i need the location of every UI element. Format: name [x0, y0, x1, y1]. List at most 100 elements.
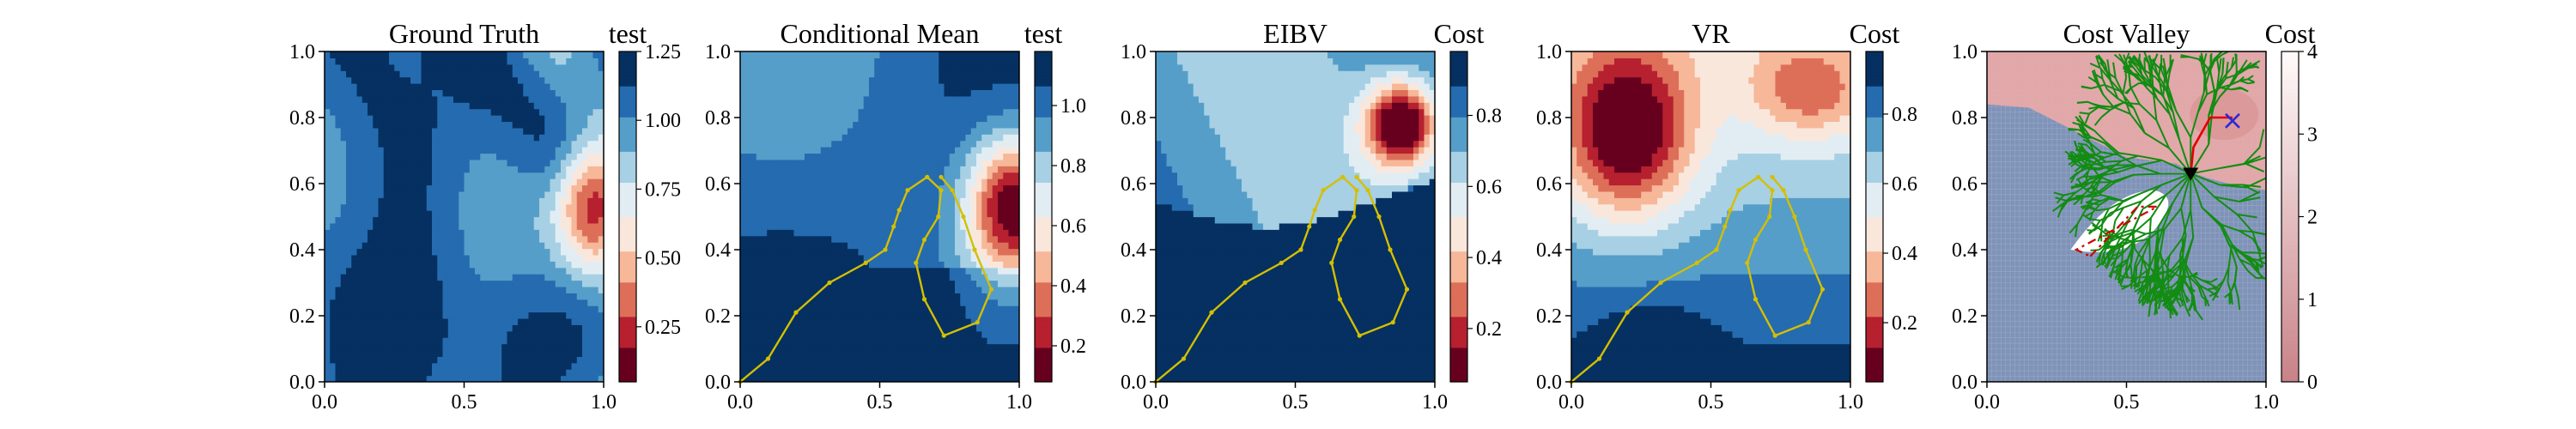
colorbar-tick-label: 1.0: [1060, 95, 1086, 118]
y-tick-label: 0.6: [705, 173, 731, 196]
colorbar-tick-label: 0.75: [645, 178, 681, 201]
y-tick-label: 0.4: [1121, 239, 1146, 262]
current-location-marker: [2183, 167, 2199, 181]
waypoint: [1181, 356, 1187, 361]
y-tick-label: 0.6: [289, 173, 315, 196]
obstacle-hull: [2074, 205, 2158, 258]
waypoint: [914, 260, 919, 265]
waypoint: [1312, 208, 1317, 213]
y-tick-label: 0.6: [1121, 173, 1146, 196]
x-tick-label: 1.0: [591, 391, 617, 414]
cost-peak: [2190, 88, 2259, 141]
y-tick-label: 0.8: [289, 107, 315, 130]
colorbar-label: Cost: [1434, 18, 1485, 49]
waypoint: [1242, 280, 1248, 286]
waypoint: [1625, 310, 1630, 315]
y-tick-label: 0.2: [289, 305, 315, 328]
colorbar-tick-label: 0.50: [645, 248, 681, 270]
x-tick-label: 1.0: [1838, 391, 1863, 414]
waypoint: [1390, 320, 1395, 325]
plot-area: [1571, 51, 1850, 382]
y-tick-label: 0.2: [1952, 305, 1978, 328]
y-tick-label: 0.0: [289, 372, 315, 394]
y-tick-label: 0.0: [1952, 372, 1978, 394]
x-tick-label: 1.0: [1006, 391, 1032, 414]
y-tick-label: 1.0: [289, 41, 315, 63]
heatmap-cells: [740, 51, 1019, 382]
planned-route: [2190, 116, 2233, 174]
waypoint: [921, 297, 927, 302]
colorbar-tick-label: 1.25: [645, 41, 681, 63]
colorbar: 0.25 0.50 0.75 1.00 1.25: [618, 41, 681, 383]
high-cost-region: [1987, 51, 2266, 190]
waypoint: [1337, 297, 1343, 302]
waypoint: [939, 174, 944, 179]
waypoint: [1209, 310, 1214, 315]
waypoint: [1781, 188, 1786, 193]
waypoint: [1354, 188, 1359, 193]
waypoint: [972, 247, 977, 252]
x-tick-label: 0.0: [312, 391, 337, 414]
colorbar-tick-label: 0.8: [1060, 155, 1086, 178]
y-tick-label: 0.4: [289, 239, 315, 262]
waypoint: [1803, 247, 1808, 252]
y-tick-label: 1.0: [705, 41, 731, 63]
colorbar-tick-label: 2: [2307, 207, 2318, 229]
waypoint: [883, 247, 888, 252]
colorbar-label: Cost: [1850, 18, 1900, 49]
colorbar-tick-label: 0.4: [1476, 247, 1502, 269]
plot-area: [1156, 51, 1435, 382]
waypoint: [1357, 333, 1362, 338]
y-tick-label: 1.0: [1121, 41, 1146, 63]
colorbar-tick-label: 0.6: [1060, 215, 1086, 238]
colorbar-tick-label: 0.2: [1892, 312, 1917, 335]
y-tick-label: 0.2: [1536, 305, 1562, 328]
colorbar-tick-label: 1: [2307, 289, 2318, 311]
waypoint: [891, 224, 896, 229]
colorbar: 0 1 2 3 4: [2281, 41, 2318, 394]
waypoint: [1279, 260, 1284, 265]
y-tick-label: 0.6: [1952, 173, 1978, 196]
waypoint: [1756, 174, 1761, 179]
x-tick-label: 0.5: [1698, 391, 1724, 414]
sampling-path: [1155, 175, 1408, 383]
waypoint: [1722, 224, 1728, 229]
y-tick-label: 0.2: [1121, 305, 1146, 328]
waypoint: [1694, 260, 1699, 265]
y-tick-label: 0.6: [1536, 173, 1562, 196]
panel-3: EIBV 0.0 0.5 1.0 0.0 0.2 0.4 0.6 0.8 1.0 0.2 0.4 0.6…: [1121, 18, 1502, 414]
y-tick-label: 0.8: [1536, 107, 1562, 130]
colorbar: 0.2 0.4 0.6 0.8: [1449, 51, 1502, 383]
waypoint: [1337, 237, 1343, 243]
waypoint: [1298, 247, 1303, 252]
colorbar-tick-label: 1.00: [645, 110, 681, 132]
waypoint: [896, 208, 902, 213]
y-tick-label: 1.0: [1952, 41, 1978, 63]
colorbar-label: Cost: [2265, 18, 2316, 49]
y-tick-label: 0.0: [705, 372, 731, 394]
waypoint: [1376, 214, 1382, 220]
colorbar-tick-label: 0.2: [1476, 318, 1502, 341]
waypoint: [863, 260, 868, 265]
waypoint: [1596, 356, 1602, 361]
obstacle-region: [2070, 190, 2169, 252]
colorbar: 0.2 0.4 0.6 0.8 1.0: [1034, 51, 1086, 383]
waypoint: [1728, 208, 1733, 213]
waypoint: [1806, 320, 1811, 325]
x-tick-label: 0.5: [1283, 391, 1309, 414]
waypoint: [1352, 214, 1357, 220]
colorbar-tick-label: 0.6: [1892, 173, 1917, 196]
colorbar-tick-label: 4: [2307, 41, 2318, 63]
panel-title: VR: [1692, 18, 1730, 49]
y-tick-label: 0.4: [1952, 239, 1978, 262]
y-tick-label: 1.0: [1536, 41, 1562, 63]
y-tick-label: 0.2: [705, 305, 731, 328]
waypoint: [941, 333, 946, 338]
waypoint: [925, 174, 930, 179]
panel-5: Cost Valley 0.0 0.5 1.0 0.0 0.2 0.4 0.6 0.8 1.0 0 1…: [1952, 18, 2318, 414]
plot-area: [1987, 51, 2266, 382]
heatmap-cells: [1571, 51, 1850, 382]
panel-title: EIBV: [1263, 18, 1327, 49]
